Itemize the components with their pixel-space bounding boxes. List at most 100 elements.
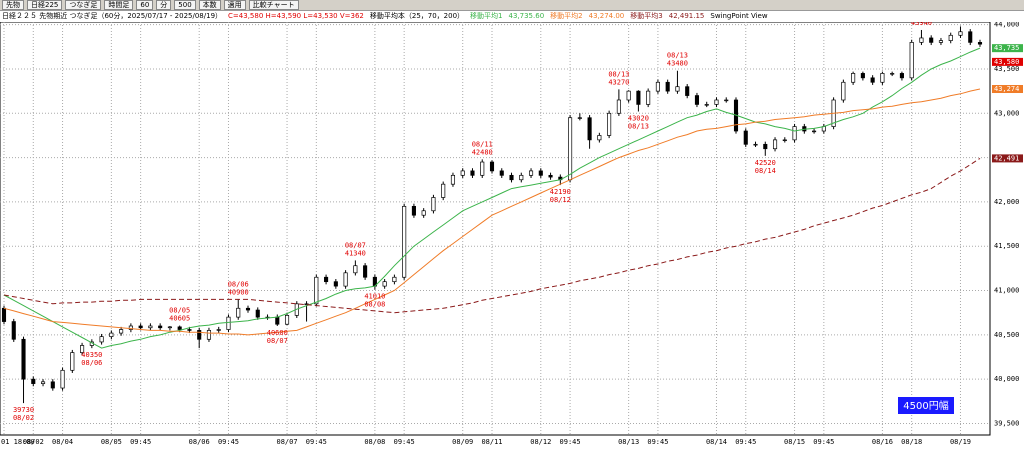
candle-body	[870, 77, 875, 83]
candle-body	[489, 161, 495, 172]
legend-label: 移動平均3	[630, 12, 663, 20]
candle-body	[919, 37, 924, 43]
button[interactable]: 先物	[2, 0, 24, 10]
candle-body	[343, 272, 348, 287]
info-bar: 日経２２５ 先物期近 つなぎ足（60分，2025/07/17 - 2025/08…	[0, 11, 1024, 22]
ma-line	[3, 157, 981, 314]
candle-body	[470, 170, 475, 176]
candle-body	[607, 112, 612, 136]
legend-label: 移動平均1	[470, 12, 503, 20]
candle-body	[284, 315, 290, 325]
candle-body	[50, 381, 55, 389]
low-value: 41010	[364, 293, 385, 301]
input[interactable]: 60	[136, 0, 154, 10]
high-value: 43940	[911, 22, 932, 27]
candle-body	[724, 99, 729, 102]
candle-body	[158, 325, 163, 329]
candle-body	[255, 309, 260, 318]
price-tag	[992, 154, 1023, 163]
candle-body	[626, 90, 631, 101]
low-date: 08/02	[13, 414, 34, 422]
candle-body	[958, 31, 963, 36]
range-note: 4500円幅	[903, 399, 948, 412]
label: 本数	[198, 0, 221, 10]
candle-body	[80, 345, 85, 353]
button[interactable]: 適用	[223, 0, 246, 10]
input[interactable]: 500	[174, 0, 196, 10]
dropdown[interactable]: 日経225	[27, 0, 63, 10]
candle-body	[568, 117, 573, 181]
candle-body	[236, 307, 241, 318]
candle-body	[743, 130, 748, 145]
y-tick-label: 43,000	[994, 109, 1019, 117]
button[interactable]: 時間足	[104, 0, 134, 10]
candle-body	[167, 326, 172, 329]
legend: 移動平均1 43,735.60 移動平均2 43,274.00 移動平均3 42,491.…	[470, 11, 704, 22]
high-value: 40605	[169, 315, 190, 323]
label: 分	[156, 0, 172, 10]
price-tag	[992, 44, 1023, 53]
low-date: 08/06	[81, 359, 102, 367]
candle-body	[616, 99, 621, 114]
candle-body	[333, 281, 338, 287]
candle-body	[655, 81, 660, 92]
candle-body	[177, 326, 182, 330]
candle-body	[1, 307, 7, 322]
candle-body	[197, 330, 202, 340]
low-value: 40600	[267, 329, 288, 337]
candle-body	[304, 303, 309, 305]
x-tick-label: 08/16	[872, 438, 893, 446]
chart-title: 日経２２５ 先物期近 つなぎ足（60分，2025/07/17 - 2025/08…	[2, 12, 223, 20]
candle-body	[441, 183, 446, 198]
candle-body	[402, 205, 407, 278]
low-date: 08/08	[364, 301, 385, 309]
high-value: 41340	[345, 249, 366, 257]
high-date: 08/13	[608, 70, 629, 78]
candle-body	[421, 210, 426, 216]
price-tag	[992, 57, 1023, 66]
x-tick-label: 09:45	[394, 438, 415, 446]
high-value: 43270	[608, 78, 629, 86]
x-tick-label: 08/14	[706, 438, 727, 446]
y-tick-label: 43,500	[994, 65, 1019, 73]
low-date: 08/07	[267, 337, 288, 345]
low-date: 08/12	[550, 196, 571, 204]
candle-body	[665, 81, 670, 92]
high-date: 08/07	[345, 241, 366, 249]
candle-body	[431, 197, 436, 212]
price-tag	[992, 85, 1023, 94]
y-tick-label: 44,000	[994, 22, 1019, 29]
x-tick-label: 08/05	[101, 438, 122, 446]
candle-body	[977, 42, 983, 45]
low-value: 42190	[550, 188, 571, 196]
x-tick-label: 08/04	[52, 438, 73, 446]
candle-body	[128, 325, 133, 330]
dropdown[interactable]: つなぎ足	[65, 0, 102, 10]
candle-body	[597, 135, 602, 141]
y-tick-label: 42,000	[994, 198, 1019, 206]
low-value: 42520	[755, 159, 776, 167]
candle-body	[675, 86, 680, 92]
candle-body	[99, 336, 104, 343]
legend-value: 42,491.15	[668, 12, 705, 20]
candle-body	[685, 86, 690, 96]
range-box	[898, 397, 954, 414]
candle-body	[812, 130, 817, 133]
candle-body	[40, 381, 46, 384]
candle-body	[411, 205, 416, 216]
high-value: 43480	[667, 60, 688, 68]
candle-body	[382, 281, 387, 287]
button[interactable]: 比較チャート	[248, 0, 299, 10]
low-value: 43020	[628, 115, 649, 123]
candle-body	[538, 170, 543, 176]
candle-body	[646, 90, 651, 105]
x-tick-label: 09:45	[735, 438, 756, 446]
high-value: 42480	[472, 148, 493, 156]
candle-body	[31, 378, 36, 384]
legend-value: 43,735.60	[508, 12, 545, 20]
candle-body	[509, 174, 514, 181]
candle-body	[753, 143, 758, 146]
candle-body	[245, 307, 251, 311]
legend-label: 移動平均2	[550, 12, 583, 20]
